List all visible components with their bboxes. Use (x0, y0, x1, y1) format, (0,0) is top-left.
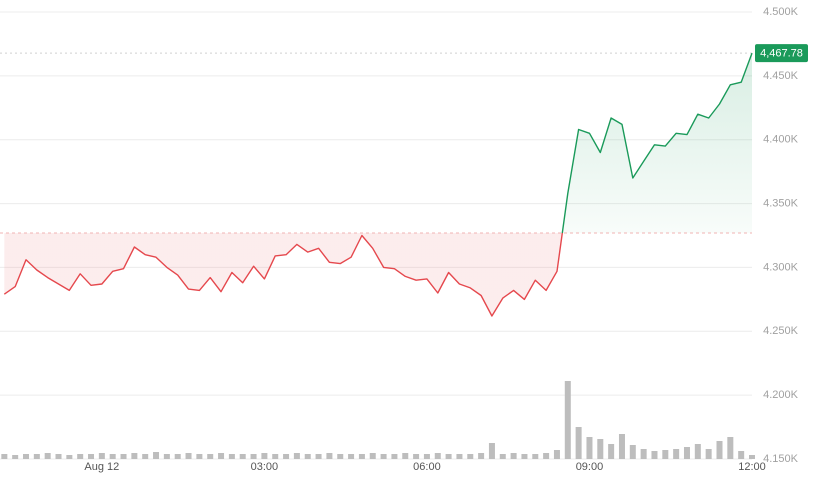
volume-bar (1, 454, 8, 459)
volume-bar (673, 449, 680, 459)
volume-bar (326, 453, 333, 459)
volume-bar (532, 454, 539, 459)
volume-bar (597, 439, 604, 459)
volume-bar (261, 453, 268, 459)
volume-bar (337, 454, 344, 459)
volume-bar (694, 444, 701, 459)
volume-bar (553, 450, 560, 459)
volume-bar (131, 453, 138, 459)
y-tick-label: 4.250K (763, 325, 799, 337)
volume-bar (716, 441, 723, 459)
volume-bar (185, 453, 192, 459)
volume-bar (413, 454, 420, 459)
volume-bar (250, 454, 257, 459)
volume-bar (456, 454, 463, 459)
volume-bar (174, 454, 181, 459)
volume-bar (239, 454, 246, 459)
volume-bar (738, 451, 745, 459)
volume-bar (705, 449, 712, 459)
y-tick-label: 4.300K (763, 261, 799, 273)
last-price-box (755, 44, 808, 63)
volume-bar (618, 434, 625, 459)
volume-bar (88, 454, 95, 459)
volume-bar (283, 454, 290, 459)
volume-bar (304, 454, 311, 459)
volume-bar (98, 453, 105, 459)
volume-bar (478, 453, 485, 459)
volume-bar (66, 455, 73, 459)
volume-bar (749, 455, 755, 459)
volume-bar (218, 453, 225, 459)
volume-bar (163, 454, 170, 459)
volume-bar (109, 454, 116, 459)
volume-bar (608, 444, 615, 459)
area (4, 53, 753, 316)
volume-bar (662, 450, 669, 459)
volume-bar (228, 454, 235, 459)
y-tick-label: 4.200K (763, 389, 799, 401)
volume-bar (33, 454, 40, 459)
volume-bar (142, 454, 149, 459)
volume-bar (402, 453, 409, 459)
y-tick-label: 4.350K (763, 197, 799, 209)
volume-bar (640, 449, 647, 459)
volume-bar (348, 454, 355, 459)
x-tick-label: 03:00 (251, 461, 279, 473)
volume-bar (564, 381, 571, 459)
x-tick-label: 06:00 (413, 461, 441, 473)
volume-bar (293, 453, 300, 459)
volume-bar (586, 437, 593, 459)
volume-bar (521, 454, 528, 459)
volume-bar (575, 427, 582, 459)
y-tick-label: 4.450K (763, 70, 799, 82)
volume-bar (434, 453, 441, 459)
y-tick-label: 4.500K (763, 6, 799, 18)
volume-bar (488, 443, 495, 459)
volume-bar (369, 453, 376, 459)
price-line (3, 52, 753, 317)
volume-bar (543, 453, 550, 459)
x-tick-label: 09:00 (576, 461, 604, 473)
volume-bar (120, 454, 127, 459)
volume-bar (23, 454, 30, 459)
volume-bar (358, 454, 365, 459)
volume-bar (77, 454, 84, 459)
last-price-label: 4,467.78 (760, 48, 803, 60)
x-tick-label: 12:00 (738, 461, 766, 473)
volume-bar (272, 454, 279, 459)
volume-bar (207, 454, 214, 459)
volume-bar (315, 454, 322, 459)
volume-bar (445, 454, 452, 459)
volume-bar (727, 437, 734, 459)
volume-bar (380, 454, 387, 459)
volume-bar (391, 454, 398, 459)
volume-bar (44, 453, 51, 459)
y-tick-label: 4.150K (763, 453, 799, 465)
volume-bar (12, 455, 19, 459)
volume-bar (423, 454, 430, 459)
volume-bar (196, 454, 203, 459)
volume-bar (467, 454, 474, 459)
y-tick-label: 4.400K (763, 134, 799, 146)
volume-bar (651, 451, 658, 459)
volume-bar (510, 453, 517, 459)
volume-bar (683, 447, 690, 459)
volume-bar (153, 452, 160, 459)
volume-bar (499, 454, 506, 459)
x-tick-label: Aug 12 (84, 461, 119, 473)
volume-bar (629, 445, 636, 459)
volume-bar (55, 454, 62, 459)
